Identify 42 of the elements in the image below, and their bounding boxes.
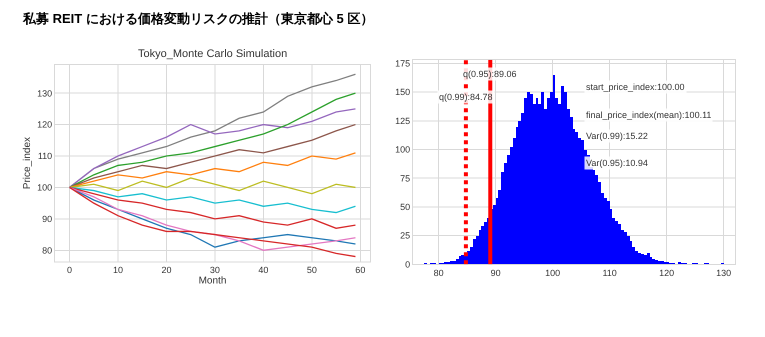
line-series [68,124,356,188]
annotation: final_price_index(mean):100.11 [586,110,712,120]
annotation: start_price_index:100.00 [586,82,685,92]
y-tick-label: 100 [395,144,410,155]
line-series [68,152,356,188]
chart-subtitle: Tokyo_Monte Carlo Simulation [138,48,288,60]
y-tick-label: 90 [42,214,52,224]
y-tick-label: 110 [38,151,52,162]
y-tick-label: 25 [400,230,410,241]
y-tick-label: 75 [400,173,410,184]
x-axis-title: Month [198,276,226,287]
y-tick-label: 150 [395,87,410,98]
line-series [68,108,356,188]
x-tick-label: 10 [112,265,124,276]
line-series [68,92,356,188]
y-tick-label: 175 [395,58,410,69]
x-tick-label: 130 [716,268,732,278]
x-tick-label: 40 [258,265,268,276]
line-series [68,177,356,194]
line-series [68,186,356,214]
y-tick-label: 120 [37,120,52,130]
x-tick-label: 90 [490,268,501,278]
y-axis-title: Price_index [22,136,34,190]
y-tick-label: 100 [37,182,52,193]
x-tick-label: 20 [161,265,172,276]
x-tick-label: 80 [434,268,444,278]
x-tick-label: 30 [210,265,220,276]
x-tick-label: 100 [545,268,560,278]
y-tick-label: 125 [395,116,410,126]
y-tick-label: 50 [400,202,410,212]
annotation: Var(0.99):15.22 [586,131,648,141]
x-tick-label: 120 [659,268,674,278]
ref-line-label: q(0.95):89.06 [463,69,517,79]
x-tick-label: 0 [67,265,72,276]
x-tick-label: 60 [355,265,366,276]
y-tick-label: 130 [37,88,52,98]
x-tick-label: 50 [306,265,317,276]
annotation: Var(0.95):10.94 [586,158,648,168]
y-tick-label: 80 [42,245,52,256]
ref-line-label: q(0.99):84.78 [439,92,493,102]
chart-title: 私募 REIT における価格変動リスクの推計（東京都心 5 区） [22,11,374,26]
x-tick-label: 110 [602,268,617,278]
